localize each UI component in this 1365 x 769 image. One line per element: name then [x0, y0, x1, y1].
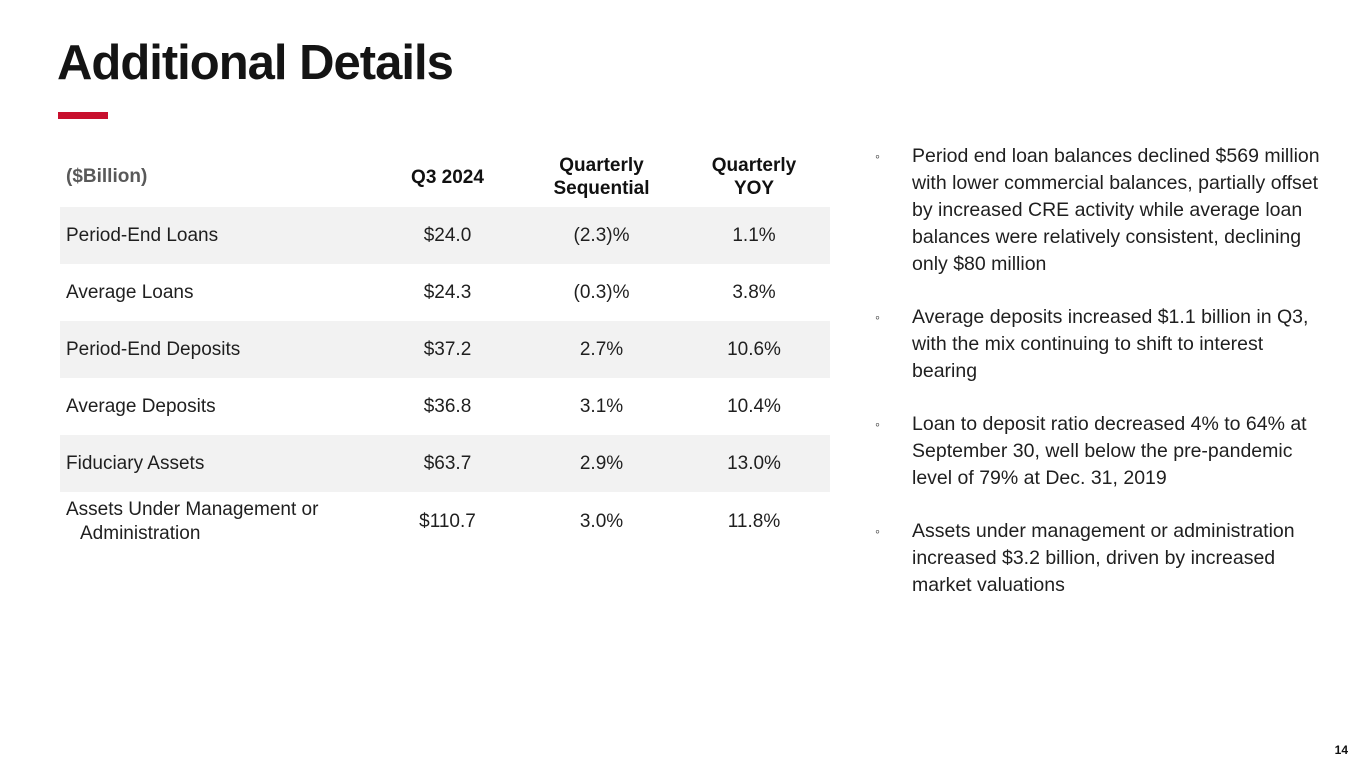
table-row-average-loans: Average Loans $24.3 (0.3)% 3.8% — [60, 264, 830, 321]
list-item: ◦ Loan to deposit ratio decreased 4% to … — [868, 411, 1326, 492]
bullet-text-aum: Assets under management or administratio… — [912, 520, 1295, 596]
cell-quarterly-yoy: 10.4% — [727, 395, 781, 417]
row-label: Average Deposits — [66, 395, 216, 417]
table-header-row: ($Billion) Q3 2024 Quarterly Sequential … — [60, 147, 830, 207]
cell-quarterly-sequential: (2.3)% — [573, 224, 630, 246]
row-label: Period-End Loans — [66, 224, 219, 246]
cell-quarterly-sequential: 3.0% — [579, 511, 624, 532]
bullet-circle-icon: ◦ — [875, 309, 880, 325]
bullet-text-loans: Period end loan balances declined $569 m… — [912, 145, 1320, 275]
cell-q3-2024: $24.3 — [423, 281, 472, 303]
column-header-quarterly-sequential: Quarterly Sequential — [553, 155, 650, 199]
cell-quarterly-yoy: 11.8% — [727, 511, 781, 532]
cell-quarterly-yoy: 1.1% — [732, 224, 776, 246]
column-header-q3-2024: Q3 2024 — [411, 166, 484, 188]
cell-quarterly-sequential: (0.3)% — [573, 281, 630, 303]
table-row-period-end-loans: Period-End Loans $24.0 (2.3)% 1.1% — [60, 207, 830, 264]
list-item: ◦ Assets under management or administrat… — [868, 518, 1326, 599]
bullet-text-loan-to-deposit: Loan to deposit ratio decreased 4% to 64… — [912, 413, 1307, 489]
page-title: Additional Details — [57, 36, 454, 90]
cell-quarterly-yoy: 3.8% — [732, 281, 776, 303]
cell-quarterly-sequential: 2.9% — [579, 452, 624, 474]
list-item: ◦ Period end loan balances declined $569… — [868, 143, 1326, 278]
column-header-quarterly-yoy: Quarterly YOY — [711, 155, 797, 199]
cell-quarterly-yoy: 10.6% — [727, 338, 781, 360]
bullet-circle-icon: ◦ — [875, 148, 880, 164]
row-label: Period-End Deposits — [66, 338, 241, 360]
bullet-circle-icon: ◦ — [875, 416, 880, 432]
row-label: Fiduciary Assets — [66, 452, 205, 474]
table-row-average-deposits: Average Deposits $36.8 3.1% 10.4% — [60, 378, 830, 435]
list-item: ◦ Average deposits increased $1.1 billio… — [868, 304, 1326, 385]
cell-q3-2024: $37.2 — [423, 338, 472, 360]
table-row-assets-under-management: Assets Under Management or Administratio… — [60, 492, 830, 552]
bullet-text-deposits: Average deposits increased $1.1 billion … — [912, 306, 1309, 382]
page-number: 14 — [1334, 743, 1348, 757]
highlights-list: ◦ Period end loan balances declined $569… — [868, 143, 1326, 625]
table-row-period-end-deposits: Period-End Deposits $37.2 2.7% 10.6% — [60, 321, 830, 378]
cell-q3-2024: $36.8 — [423, 395, 472, 417]
cell-q3-2024: $110.7 — [419, 511, 476, 532]
metrics-table: ($Billion) Q3 2024 Quarterly Sequential … — [60, 147, 830, 552]
cell-q3-2024: $24.0 — [423, 224, 472, 246]
cell-quarterly-yoy: 13.0% — [727, 452, 781, 474]
bullet-circle-icon: ◦ — [875, 523, 880, 539]
cell-quarterly-sequential: 3.1% — [579, 395, 624, 417]
row-label: Assets Under Management or Administratio… — [66, 499, 319, 544]
row-label: Average Loans — [66, 281, 194, 303]
cell-quarterly-sequential: 2.7% — [579, 338, 624, 360]
title-accent-bar — [58, 112, 108, 119]
cell-q3-2024: $63.7 — [423, 452, 472, 474]
table-row-fiduciary-assets: Fiduciary Assets $63.7 2.9% 13.0% — [60, 435, 830, 492]
table-unit-label: ($Billion) — [66, 166, 148, 187]
